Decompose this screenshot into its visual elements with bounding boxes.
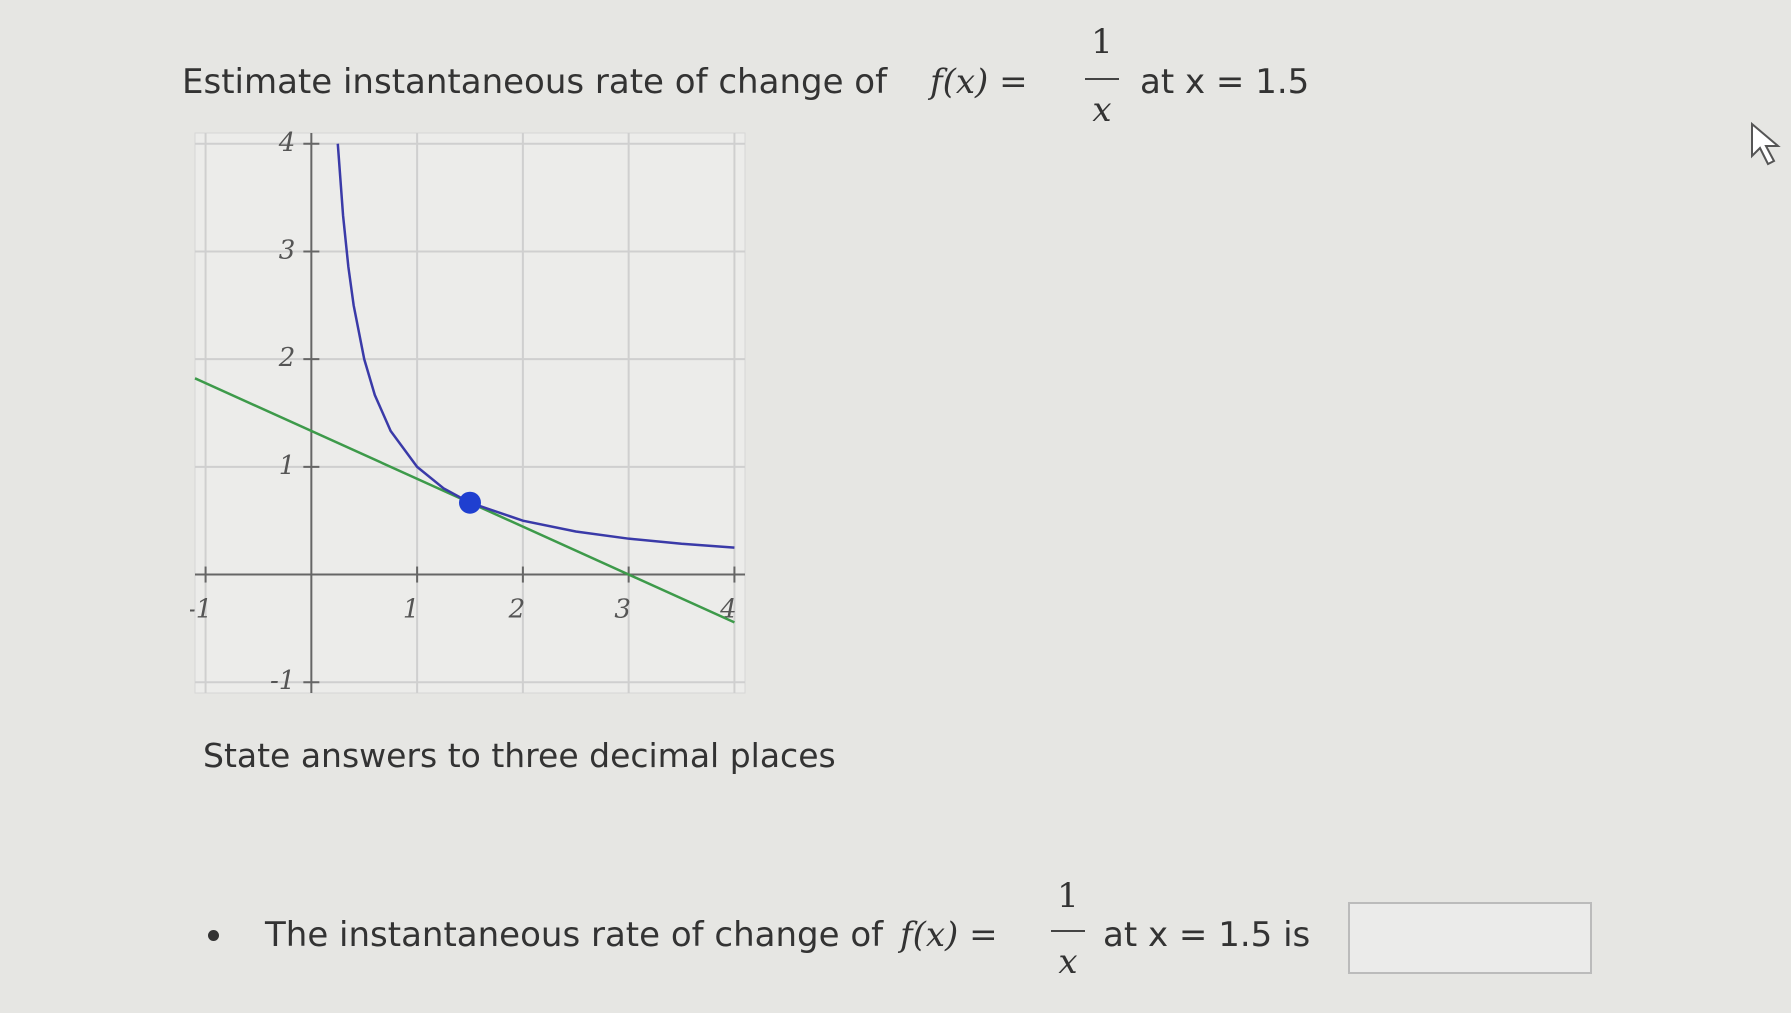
answer-input[interactable] — [1348, 902, 1592, 974]
y-tick-label: 1 — [279, 451, 296, 481]
question-numerator: 1 — [1091, 22, 1113, 62]
question-prefix: Estimate instantaneous rate of change of — [182, 62, 888, 102]
answer-denominator: x — [1058, 942, 1078, 982]
instruction: State answers to three decimal places — [203, 736, 836, 775]
x-tick-label: 3 — [614, 595, 631, 625]
answer-function: f(x) = — [900, 915, 998, 955]
y-tick-label: 3 — [279, 235, 296, 265]
y-tick-label: 4 — [278, 130, 296, 158]
x-tick-label: -1 — [190, 595, 212, 625]
fraction-bar — [1085, 78, 1119, 80]
cursor — [1751, 121, 1781, 166]
x-tick-label: 1 — [403, 595, 420, 625]
answer-suffix: at x = 1.5 is — [1103, 915, 1311, 955]
fraction-bar — [1051, 930, 1085, 932]
answer-prefix: The instantaneous rate of change of — [265, 915, 884, 955]
question-denominator: x — [1092, 90, 1112, 130]
x-tick-label: 2 — [508, 595, 526, 625]
function-curve — [336, 143, 735, 549]
answer-numerator: 1 — [1057, 876, 1079, 916]
y-tick-label: 2 — [278, 343, 296, 373]
bullet — [208, 930, 219, 941]
question-function: f(x) = — [930, 62, 1028, 102]
tangent-point — [459, 491, 481, 514]
plot-background — [194, 132, 746, 694]
question-suffix: at x = 1.5 — [1140, 62, 1310, 102]
y-tick-label: -1 — [270, 666, 295, 696]
